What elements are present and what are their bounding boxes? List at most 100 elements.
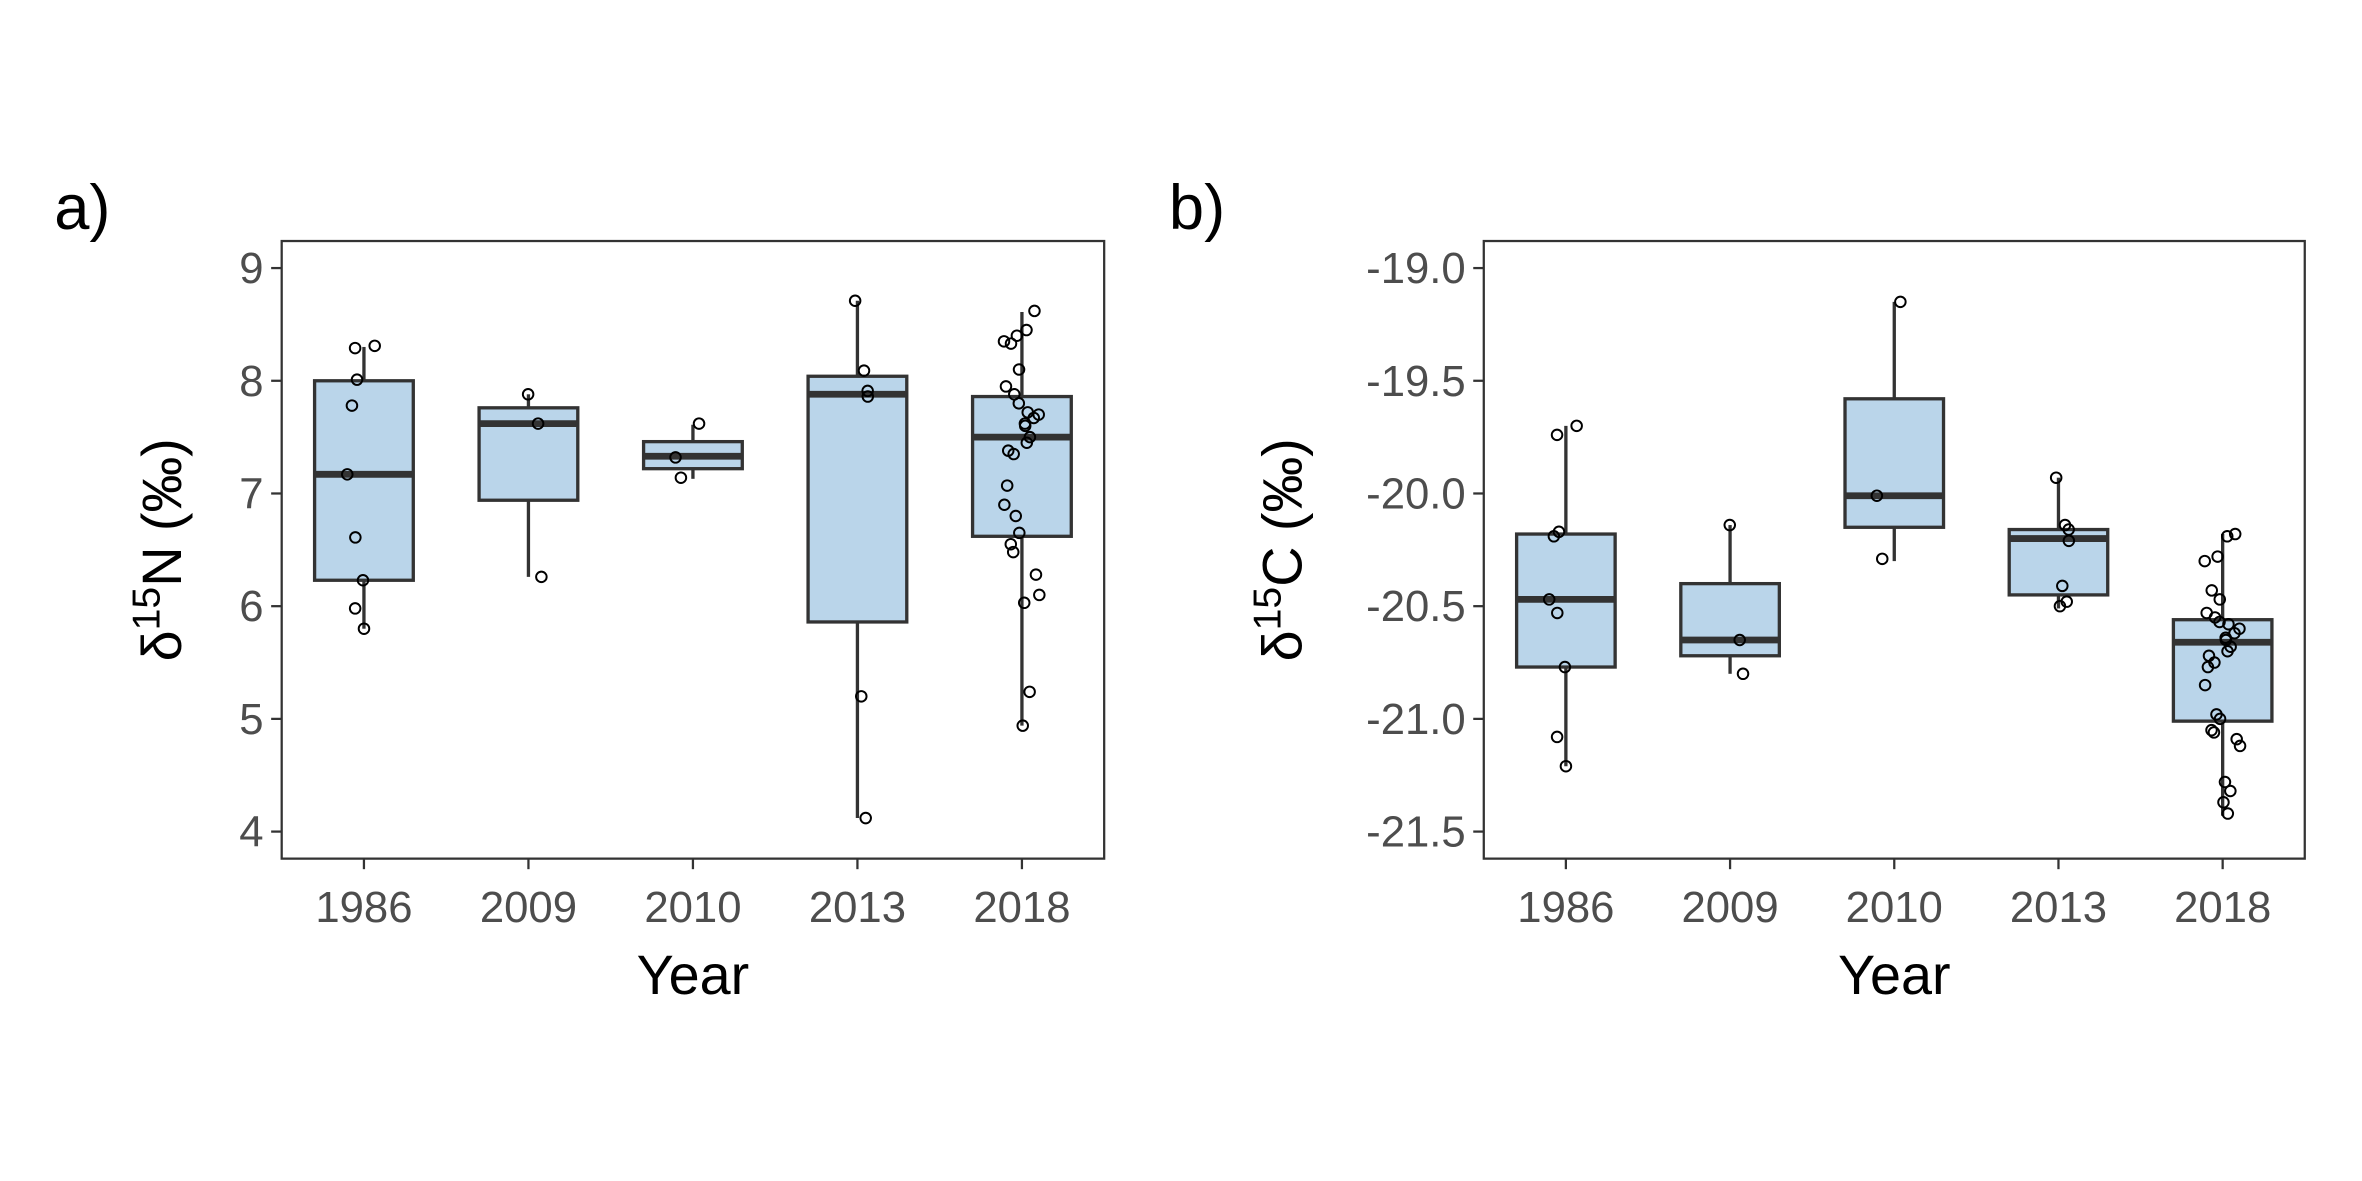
data-point <box>1723 518 1737 532</box>
y-tick-label: -20.5 <box>1366 582 1466 631</box>
data-point <box>521 388 535 401</box>
data-point <box>859 811 872 825</box>
box <box>1679 581 1781 658</box>
data-point <box>2217 796 2230 809</box>
y-label-text: N (‰) <box>131 438 193 587</box>
y-label-superscript: 15 <box>1246 587 1289 631</box>
data-point <box>998 498 1011 511</box>
data-point <box>1551 606 1564 620</box>
data-point <box>1000 479 1014 492</box>
y-tick-label: -21.5 <box>1366 808 1466 857</box>
data-point <box>2220 530 2234 543</box>
y-axis-title: δ15C (‰) <box>1246 438 1313 661</box>
data-point <box>1017 596 1031 610</box>
data-point <box>2233 739 2247 753</box>
data-point <box>1009 509 1022 523</box>
y-tick-label: 4 <box>239 808 263 857</box>
x-tick-label: 2009 <box>1681 883 1778 932</box>
data-point <box>1733 633 1746 647</box>
data-point <box>1033 588 1046 602</box>
data-point <box>1559 759 1573 773</box>
data-point <box>1550 428 1564 442</box>
x-axis-title: Year <box>1838 944 1951 1006</box>
panel-label: b) <box>1169 173 1225 243</box>
x-tick-label: 2018 <box>973 883 1070 932</box>
y-label-superscript: 15 <box>126 587 169 631</box>
x-tick-label: 1986 <box>315 883 412 932</box>
data-point <box>2205 584 2219 597</box>
data-point <box>1012 363 1026 376</box>
data-point <box>349 531 362 544</box>
x-tick-label: 2009 <box>480 883 577 932</box>
data-point <box>1894 295 1907 309</box>
data-point <box>1870 489 1884 502</box>
data-point <box>861 384 874 398</box>
y-axis-title: δ15N (‰) <box>126 438 193 661</box>
data-point <box>1020 323 1033 337</box>
data-point <box>857 364 871 377</box>
data-point <box>1018 419 1032 433</box>
data-point <box>2056 579 2069 593</box>
x-tick-label: 2013 <box>809 883 906 932</box>
data-point <box>345 399 359 412</box>
y-tick-label: 7 <box>239 470 263 519</box>
data-point <box>2053 599 2067 613</box>
data-point <box>997 335 1011 348</box>
y-label-symbol: δ <box>131 630 193 661</box>
data-point <box>2049 471 2063 484</box>
data-point <box>848 294 862 308</box>
box <box>1843 397 1946 529</box>
data-point <box>861 390 875 403</box>
data-point <box>1012 397 1026 410</box>
data-point <box>357 622 371 635</box>
x-axis-title: Year <box>637 944 750 1006</box>
x-tick-label: 2013 <box>2010 883 2107 932</box>
data-point <box>1007 447 1020 461</box>
data-point <box>350 373 364 386</box>
y-tick-label: -19.0 <box>1366 244 1466 293</box>
y-tick-label: 6 <box>239 582 263 631</box>
data-point <box>1547 530 1561 543</box>
data-point <box>1010 329 1024 342</box>
data-point <box>341 468 354 481</box>
data-point <box>1029 568 1043 581</box>
data-point <box>2211 550 2224 563</box>
y-label-text: C (‰) <box>1252 438 1314 587</box>
data-point <box>2201 660 2215 674</box>
data-point <box>1020 436 1034 450</box>
data-point <box>2218 775 2232 789</box>
x-tick-label: 1986 <box>1517 883 1614 932</box>
data-point <box>1550 730 1564 744</box>
data-point <box>1875 552 1889 566</box>
panel-label: a) <box>54 173 110 243</box>
y-tick-label: 9 <box>239 244 263 293</box>
data-point <box>1558 660 1572 674</box>
data-point <box>348 602 362 615</box>
data-point <box>1542 593 1556 606</box>
data-point <box>1027 411 1041 425</box>
data-point <box>356 574 370 587</box>
x-tick-label: 2010 <box>1846 883 1943 932</box>
data-point <box>2230 732 2243 746</box>
data-point <box>2198 554 2211 568</box>
x-tick-label: 2018 <box>2174 883 2271 932</box>
y-label-symbol: δ <box>1252 630 1314 661</box>
data-point <box>1023 685 1036 699</box>
data-point <box>2198 678 2212 692</box>
data-point <box>674 471 688 484</box>
data-point <box>1004 537 1018 551</box>
data-point <box>2222 617 2235 631</box>
y-tick-label: 5 <box>239 695 263 744</box>
box <box>312 379 415 582</box>
y-tick-label: -21.0 <box>1366 695 1466 744</box>
y-tick-label: 8 <box>239 357 263 406</box>
data-point <box>2213 615 2226 629</box>
data-point <box>535 570 548 584</box>
data-point <box>2205 723 2218 737</box>
data-point <box>2213 593 2227 606</box>
y-tick-label: -20.0 <box>1366 470 1466 519</box>
box <box>806 374 909 624</box>
data-point <box>531 417 545 430</box>
data-point <box>1028 304 1041 318</box>
